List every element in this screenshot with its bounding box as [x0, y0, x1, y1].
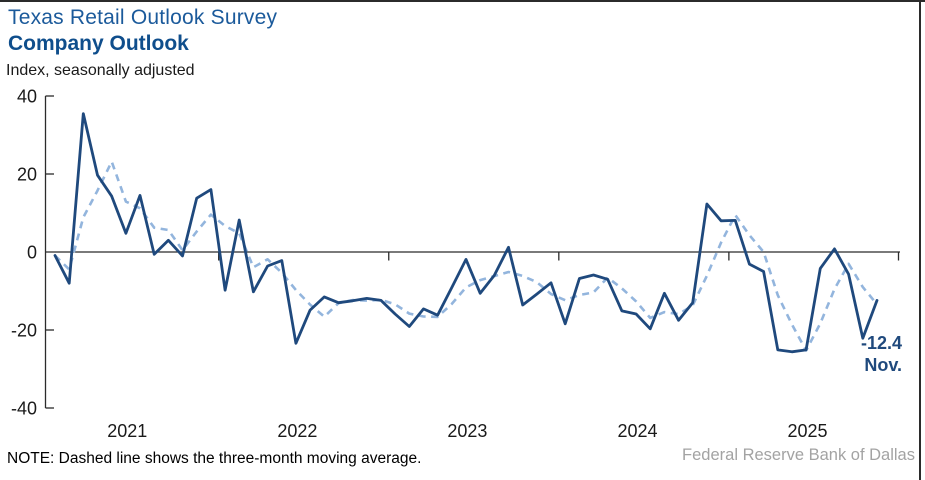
source-attribution: Federal Reserve Bank of Dallas [682, 446, 915, 464]
axes [44, 95, 900, 409]
axis-units-label: Index, seasonally adjusted [6, 62, 195, 79]
svg-text:2024: 2024 [617, 421, 657, 441]
svg-text:40: 40 [17, 87, 37, 107]
svg-text:20: 20 [17, 165, 37, 185]
footnote: NOTE: Dashed line shows the three-month … [7, 450, 422, 467]
figure-right-border [919, 0, 921, 480]
svg-text:-40: -40 [11, 399, 37, 419]
svg-text:2025: 2025 [788, 421, 828, 441]
figure-top-border [0, 0, 925, 2]
last-value-month: Nov. [864, 355, 902, 375]
last-value-number: -12.4 [860, 333, 902, 353]
svg-text:-20: -20 [11, 321, 37, 341]
y-tick-labels: 40 20 0 -20 -40 [11, 87, 37, 419]
svg-text:0: 0 [27, 243, 37, 263]
series-monthly-line [53, 112, 879, 354]
x-year-labels: 2021 2022 2023 2024 2025 [107, 421, 827, 441]
chart-subtitle: Company Outlook [8, 32, 189, 55]
svg-text:2021: 2021 [107, 421, 147, 441]
svg-text:2023: 2023 [447, 421, 487, 441]
last-value-annotation: -12.4 Nov. [790, 332, 902, 376]
chart-title: Texas Retail Outlook Survey [8, 6, 278, 29]
series-moving-average-line [54, 160, 879, 352]
svg-text:2022: 2022 [277, 421, 317, 441]
